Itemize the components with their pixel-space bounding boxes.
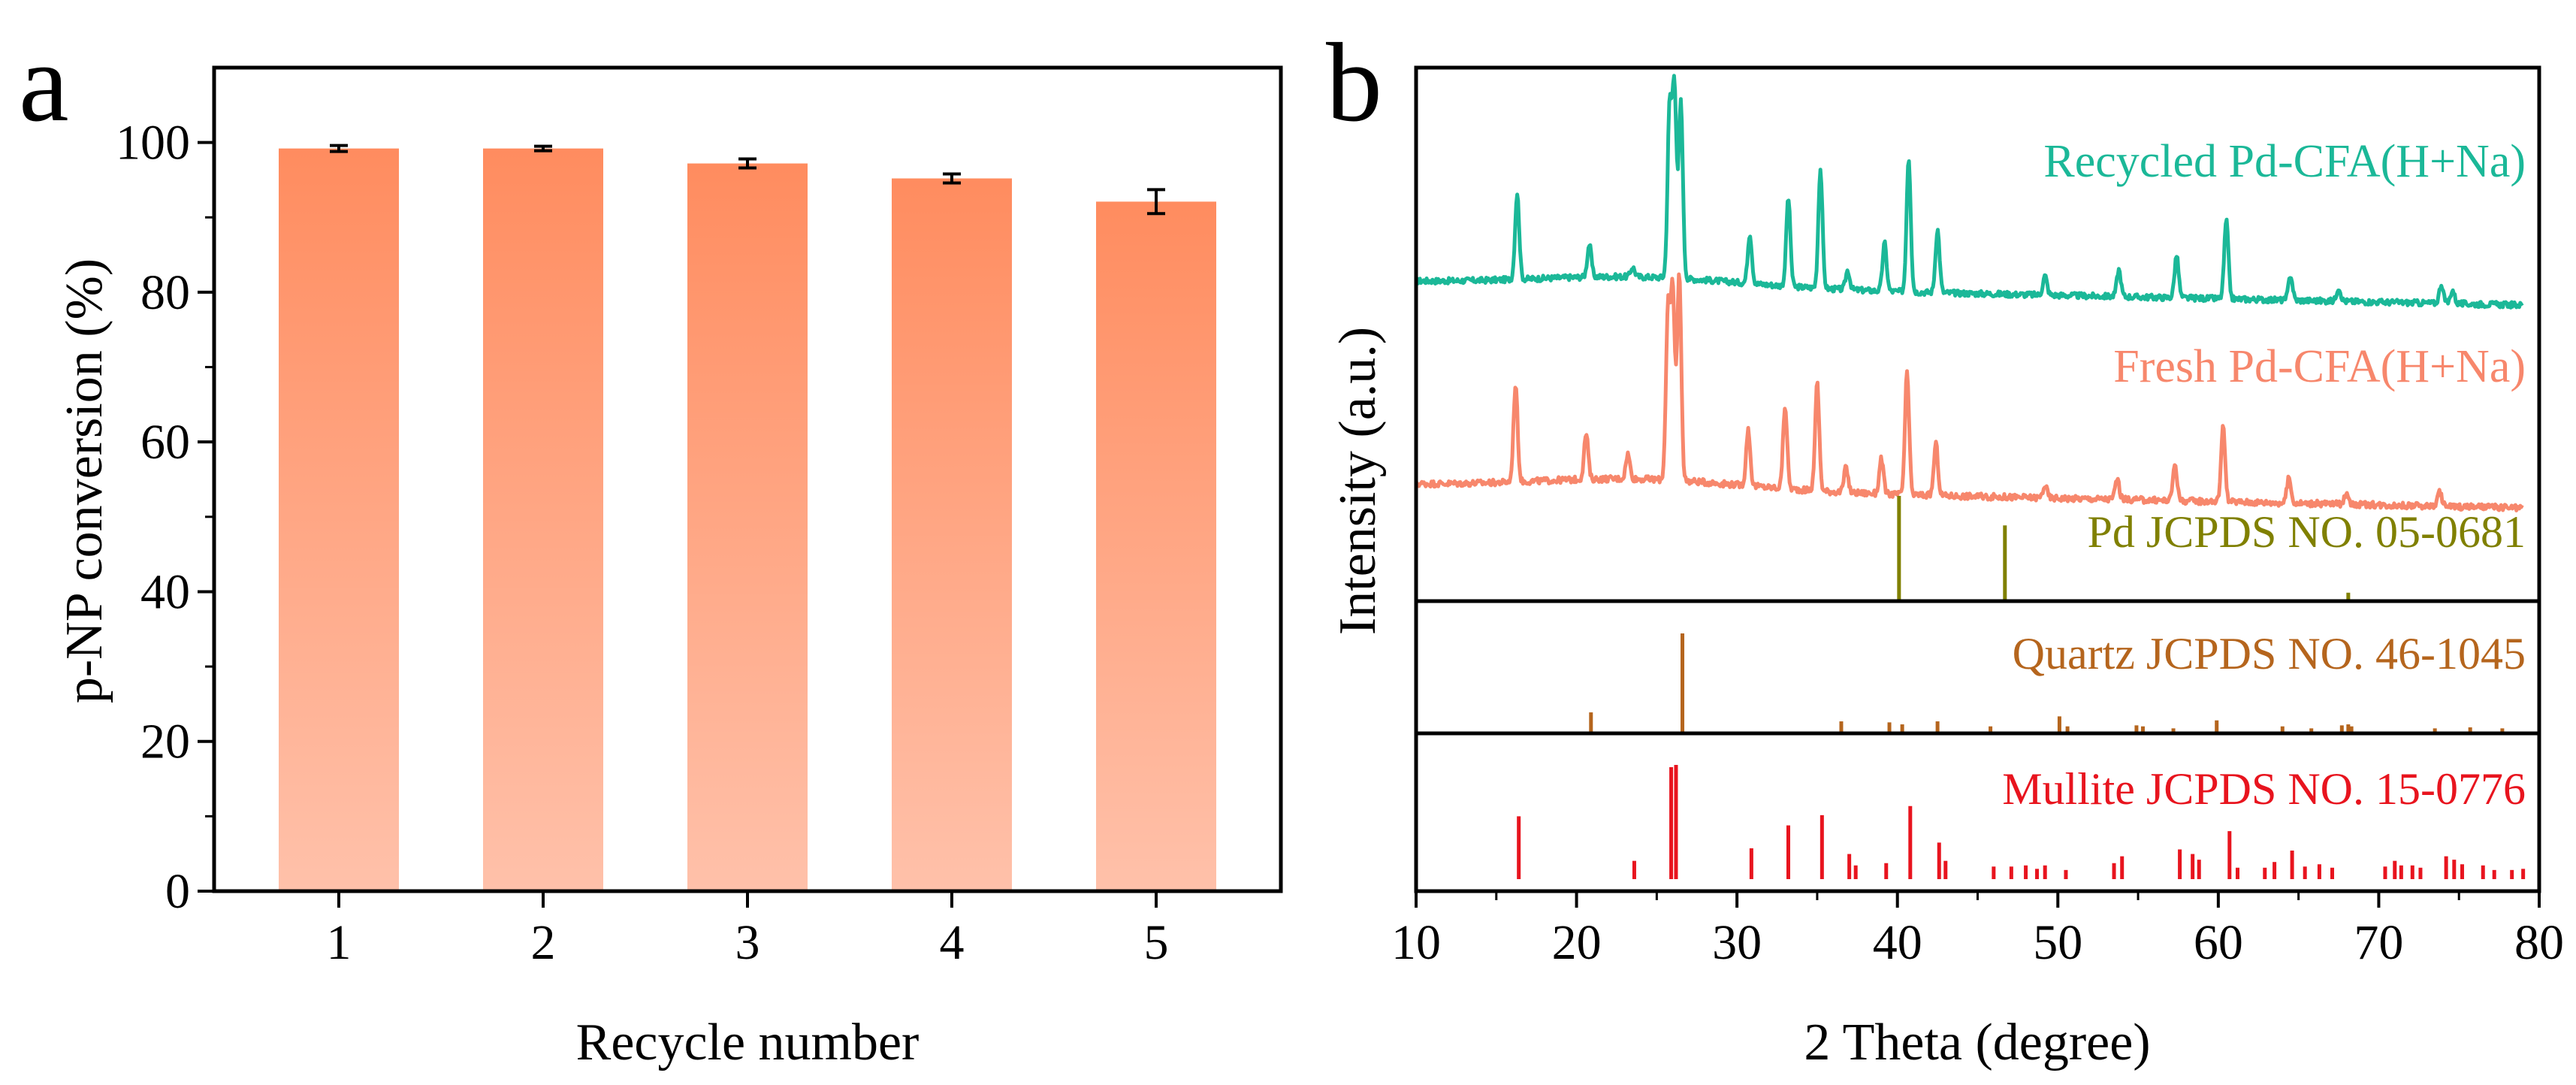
ref-label-quartz: Quartz JCPDS NO. 46-1045	[2013, 629, 2526, 679]
bar-3	[687, 163, 808, 891]
x-tick-label-b-30: 30	[1712, 915, 1762, 970]
x-tick-label-b-50: 50	[2033, 915, 2082, 970]
x-axis-title-b: 2 Theta (degree)	[1804, 1014, 2150, 1071]
x-tick-label-b-20: 20	[1552, 915, 1602, 970]
x-tick-label-5: 5	[1144, 915, 1169, 970]
y-tick-label-20: 20	[140, 715, 190, 769]
y-tick-group: 0 20 40 60 80 100	[116, 116, 214, 919]
x-tick-label-b-40: 40	[1873, 915, 1922, 970]
error-bar-group	[330, 144, 1165, 216]
panel-b-letter: b	[1326, 20, 1382, 145]
bar-1	[279, 148, 399, 891]
reference-pattern-group: Pd JCPDS NO. 05-0681 Quartz JCPDS NO. 46-…	[1517, 496, 2526, 879]
xrd-line-recycled	[1415, 74, 2524, 310]
x-tick-label-3: 3	[735, 915, 760, 970]
y-axis-title-b: Intensity (a.u.)	[1329, 327, 1387, 635]
series-label-recycled: Recycled Pd-CFA(H+Na)	[2043, 136, 2526, 187]
series-label-fresh: Fresh Pd-CFA(H+Na)	[2113, 341, 2526, 392]
y-tick-label-40: 40	[140, 564, 190, 619]
x-tick-label-b-80: 80	[2514, 915, 2564, 970]
y-axis-title: p-NP conversion (%)	[56, 258, 113, 703]
x-axis-title: Recycle number	[576, 1014, 920, 1071]
bar-2	[483, 148, 603, 891]
x-tick-group: 1 2 3 4 5	[327, 891, 1169, 970]
bar-group	[279, 148, 1216, 892]
x-tick-label-b-60: 60	[2194, 915, 2243, 970]
ref-label-pd: Pd JCPDS NO. 05-0681	[2088, 507, 2526, 557]
xrd-line-fresh	[1414, 272, 2524, 512]
x-tick-label-2: 2	[531, 915, 556, 970]
bar-4	[892, 178, 1012, 892]
panel-a-letter: a	[19, 20, 69, 145]
ref-label-mullite: Mullite JCPDS NO. 15-0776	[2002, 764, 2526, 814]
x-tick-label-1: 1	[327, 915, 352, 970]
y-tick-label-100: 100	[116, 116, 190, 171]
x-tick-label-4: 4	[940, 915, 965, 970]
y-tick-label-60: 60	[140, 415, 190, 470]
y-tick-label-80: 80	[140, 265, 190, 320]
y-tick-label-0: 0	[165, 864, 190, 919]
xrd-series-group: Recycled Pd-CFA(H+Na) Fresh Pd-CFA(H+Na)	[1414, 74, 2526, 512]
bar-5	[1096, 201, 1216, 891]
x-tick-group-b: 10 20 30 40 50 60 70 80	[1391, 891, 2564, 970]
panel-b-xrd-chart: b Recycled Pd-CFA(H+Na) Fresh Pd-CFA(H+Na…	[1326, 20, 2564, 1071]
x-tick-label-b-10: 10	[1391, 915, 1441, 970]
x-tick-label-b-70: 70	[2354, 915, 2403, 970]
panel-a-bar-chart: a 0 20 40 60 80 100 1 2 3 4 5 p-NP conversion (%)…	[19, 20, 1283, 1071]
